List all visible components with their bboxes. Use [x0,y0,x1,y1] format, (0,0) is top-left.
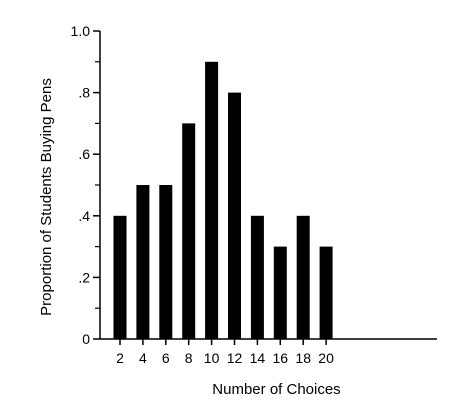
x-tick-label: 4 [139,350,147,366]
bar-14 [250,215,264,339]
x-ticks-group: 2 4 6 8 10 12 14 16 18 20 [116,339,334,366]
x-tick-label: 16 [273,350,289,366]
bar-20 [319,246,333,339]
y-axis-title: Proportion of Students Buying Pens [38,78,55,316]
y-tick-label: .2 [78,269,90,285]
bars-group [113,61,333,340]
bar-10 [205,61,219,340]
bar-16 [273,246,287,339]
y-tick-label: .4 [78,208,90,224]
x-tick-label: 18 [295,350,311,366]
x-tick-label: 8 [185,350,193,366]
x-tick-label: 14 [250,350,266,366]
y-tick-label: .6 [78,146,90,162]
bar-18 [296,215,310,339]
x-axis-title: Number of Choices [212,381,340,398]
bar-4 [136,185,150,339]
bar-2 [113,215,127,339]
y-tick-label: 0 [82,331,90,347]
y-ticks-group: 0 .2 .4 .6 .8 1.0 [71,23,100,347]
y-tick-label: .8 [78,85,90,101]
x-tick-label: 12 [227,350,243,366]
x-tick-label: 6 [162,350,170,366]
x-tick-label: 2 [116,350,124,366]
x-tick-label: 10 [204,350,220,366]
y-tick-label: 1.0 [71,23,91,39]
bar-6 [159,185,173,339]
bar-12 [228,92,241,339]
bar-8 [182,123,196,340]
x-tick-label: 20 [318,350,334,366]
